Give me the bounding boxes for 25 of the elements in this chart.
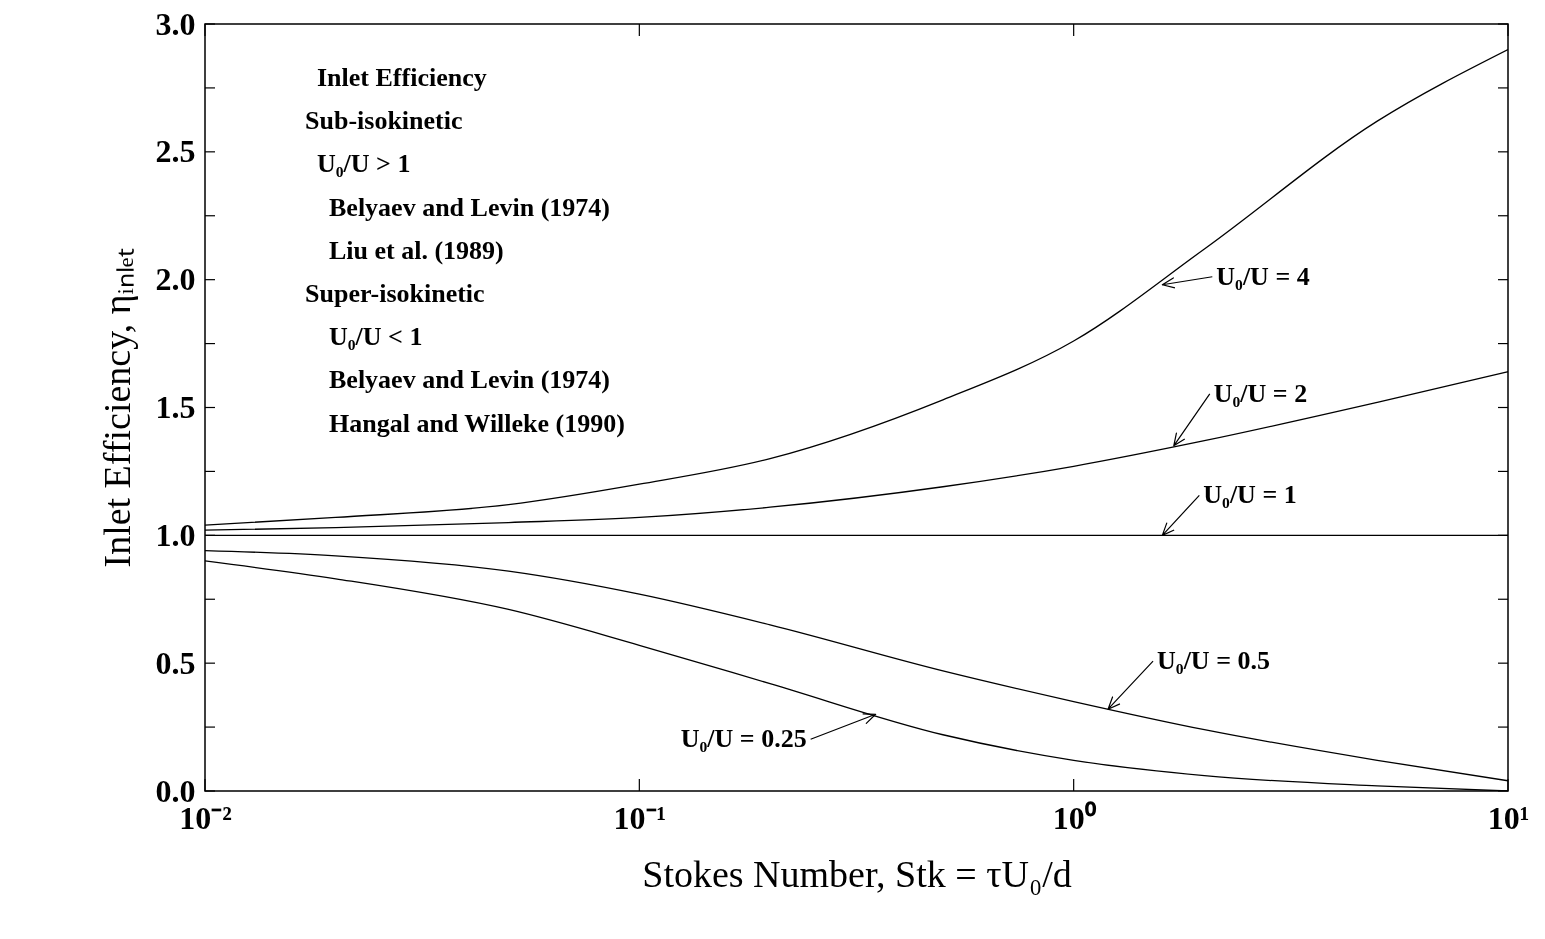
annotation: Hangal and Willeke (1990) <box>329 408 625 438</box>
x-axis-title: Stokes Number, Stk = τU₀/d <box>642 852 1072 895</box>
annotation: U₀/U = 0.5 <box>1157 646 1270 676</box>
y-axis-title: Inlet Efficiency, ηᵢₙₗₑₜ <box>95 248 138 568</box>
x-tick-label: 10⁰ <box>1052 799 1097 836</box>
y-tick-label: 3.0 <box>155 5 196 42</box>
y-tick-label: 1.5 <box>155 389 196 425</box>
x-tick-label: 10¹ <box>1487 799 1530 836</box>
annotation: U₀/U < 1 <box>329 322 423 352</box>
annotation: Belyaev and Levin (1974) <box>329 192 610 222</box>
y-tick-label: 1.0 <box>155 516 196 553</box>
annotation: Sub-isokinetic <box>305 106 463 136</box>
annotation: U₀/U = 0.25 <box>680 724 807 754</box>
annotation: U₀/U > 1 <box>317 149 411 179</box>
annotation: Liu et al. (1989) <box>329 235 504 265</box>
y-tick-label: 0.5 <box>155 644 196 681</box>
annotation: Super-isokinetic <box>305 279 485 308</box>
x-tick-label: 10⁻¹ <box>613 799 667 836</box>
y-tick-label: 2.5 <box>155 133 196 170</box>
annotation: U₀/U = 1 <box>1203 480 1297 510</box>
annotation: Inlet Efficiency <box>317 63 487 92</box>
annotation: U₀/U = 2 <box>1213 378 1308 408</box>
annotation: Belyaev and Levin (1974) <box>329 365 610 395</box>
annotation: U₀/U = 4 <box>1216 261 1310 291</box>
y-tick-label: 2.0 <box>155 261 196 298</box>
